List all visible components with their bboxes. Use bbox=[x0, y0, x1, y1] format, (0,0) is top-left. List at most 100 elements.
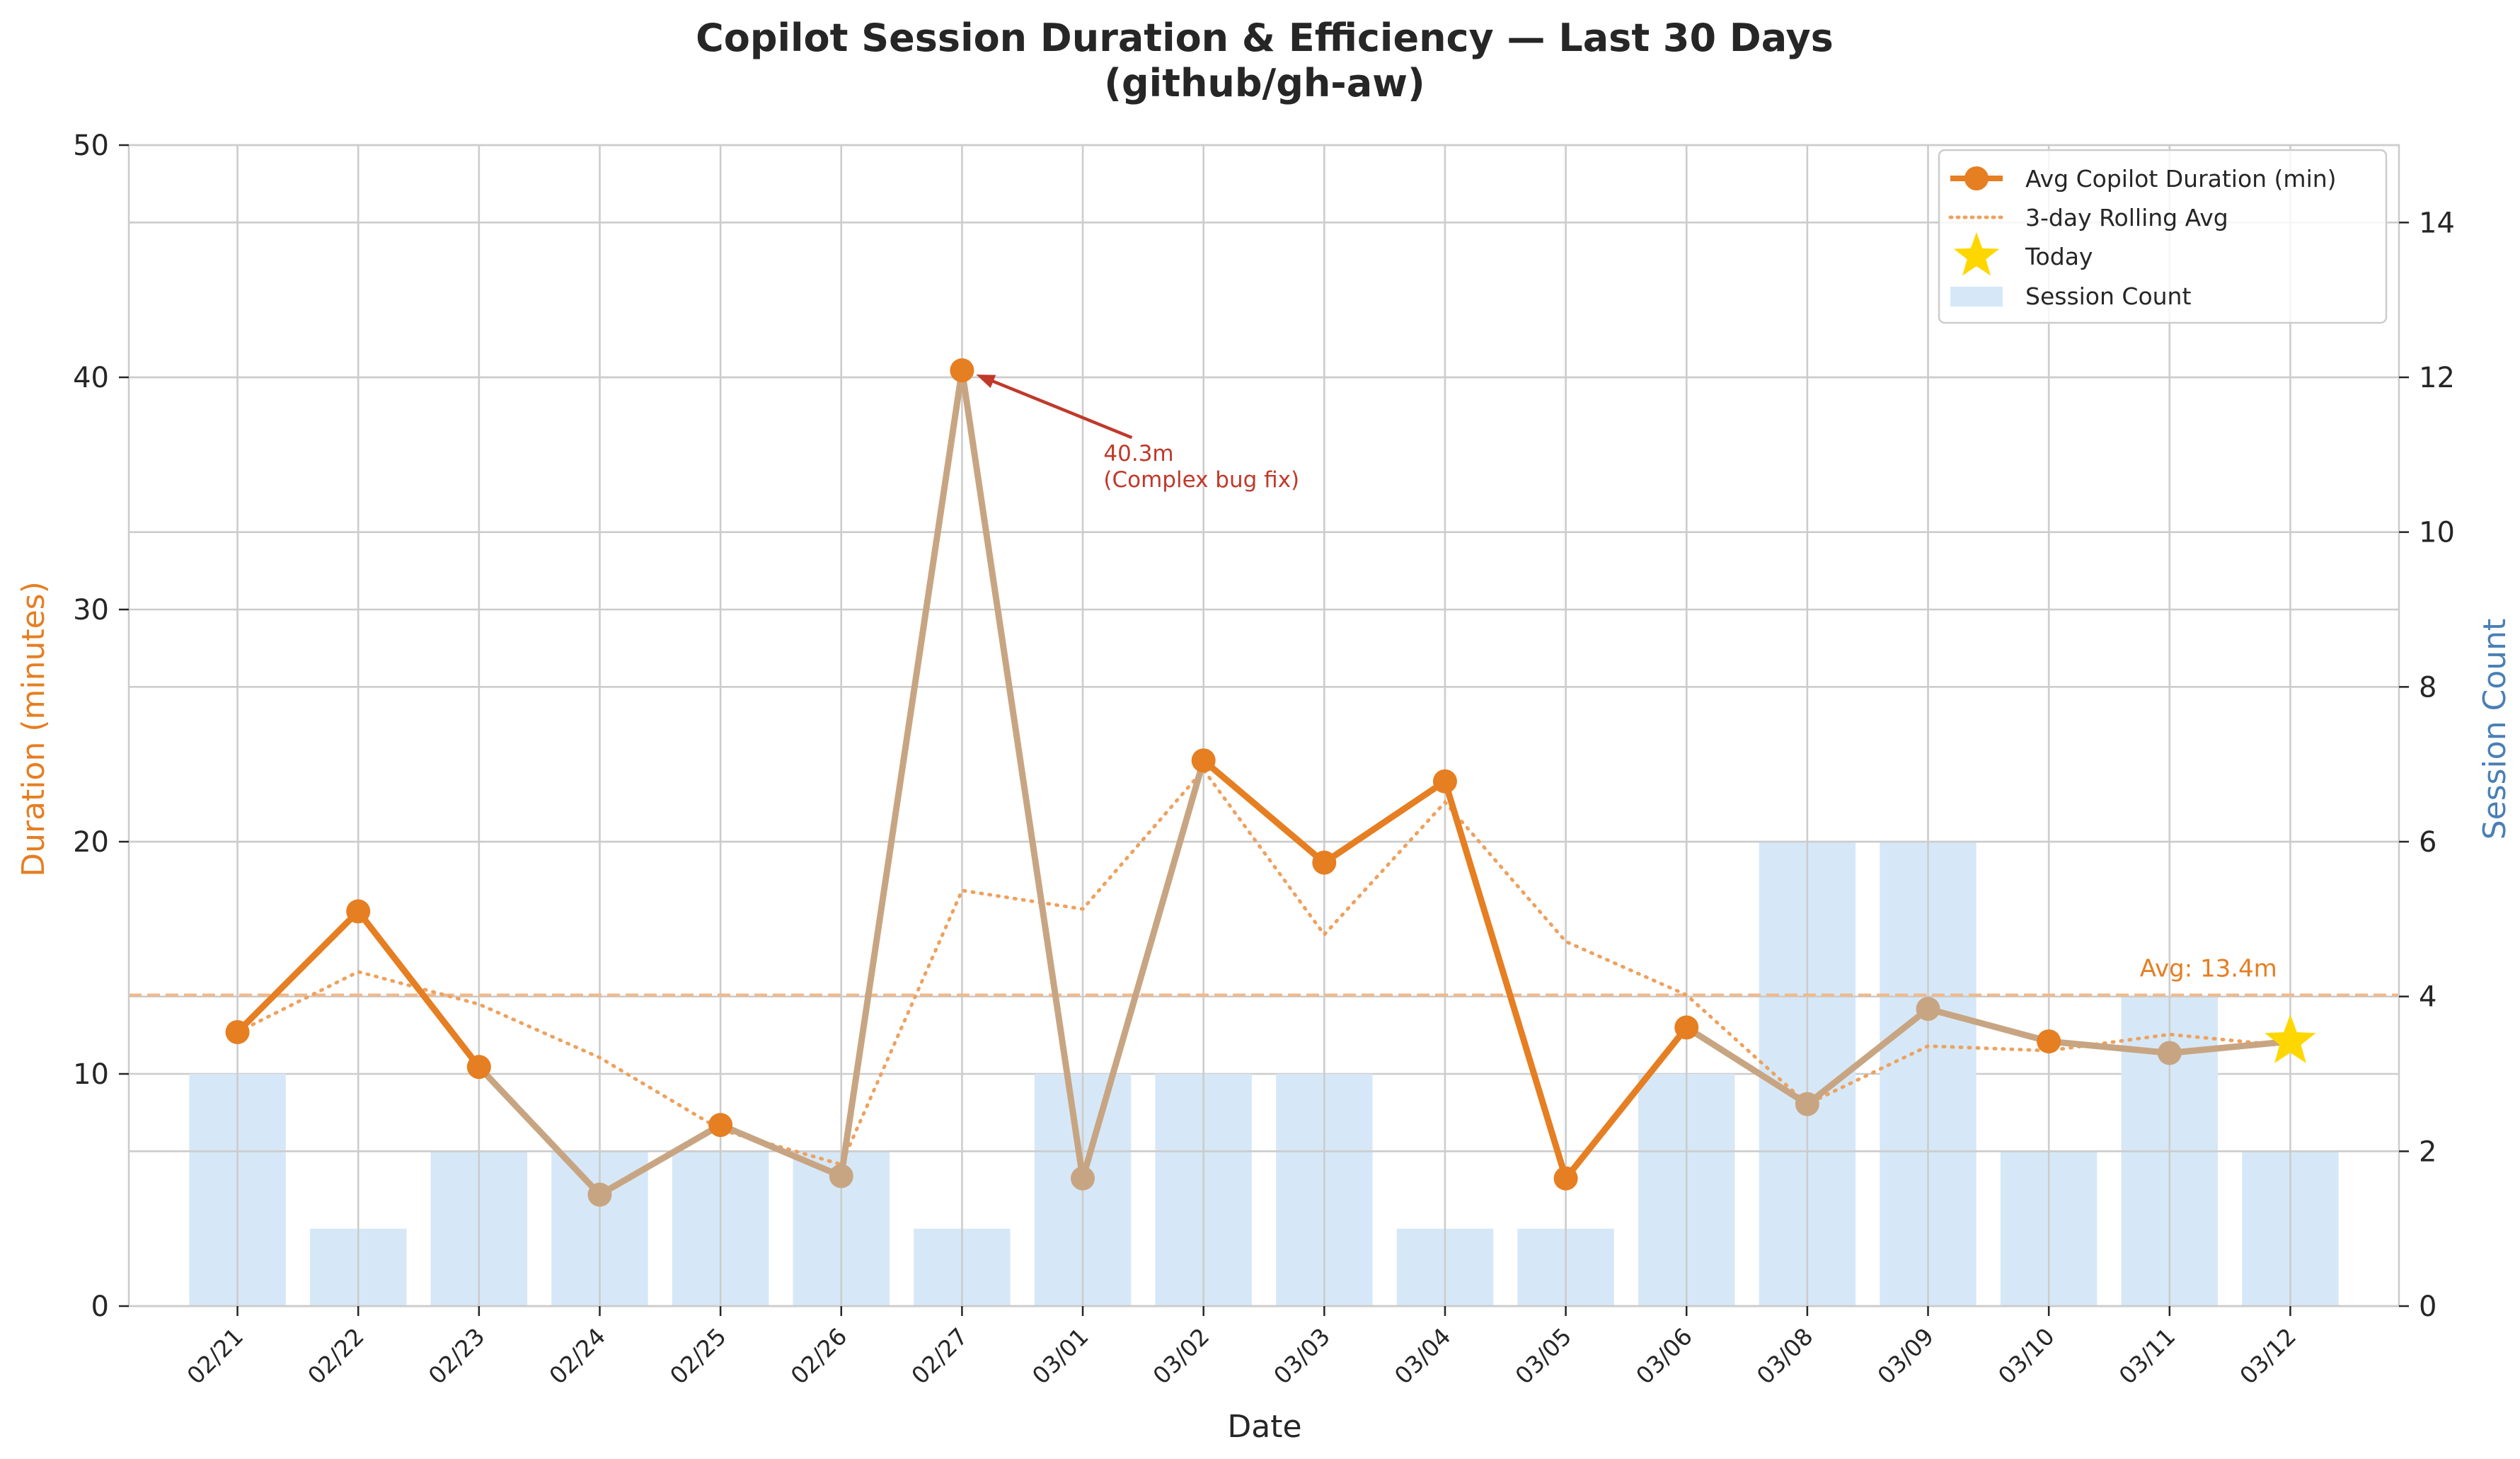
left-tick-label-4: 40 bbox=[73, 362, 109, 394]
x-tick-label-02/22: 02/22 bbox=[302, 1322, 369, 1390]
duration-segment-8 bbox=[1200, 757, 1328, 866]
duration-point-02/25 bbox=[708, 1113, 733, 1138]
x-tick-label-03/06: 03/06 bbox=[1630, 1322, 1698, 1390]
left-tick-label-1: 10 bbox=[73, 1058, 109, 1091]
x-tick-label-02/26: 02/26 bbox=[786, 1322, 853, 1390]
rolling-avg-layer bbox=[236, 767, 2292, 1167]
legend-item-sessions: Session Count bbox=[1950, 282, 2191, 310]
left-tick-label-5: 50 bbox=[73, 130, 109, 162]
duration-segment-4 bbox=[717, 1121, 845, 1179]
right-tick-label-3: 6 bbox=[2419, 826, 2436, 859]
duration-segment-12 bbox=[1683, 1024, 1811, 1108]
x-tick-label-03/03: 03/03 bbox=[1268, 1322, 1335, 1390]
annotation-note: (Complex bug fix) bbox=[1103, 467, 1299, 493]
average-reference-label: Avg: 13.4m bbox=[2140, 954, 2277, 983]
duration-segment-11 bbox=[1563, 1024, 1690, 1182]
chart-title: Copilot Session Duration & Efficiency — … bbox=[696, 16, 1834, 60]
duration-segment-9 bbox=[1321, 778, 1449, 866]
x-tick-label-03/12: 03/12 bbox=[2234, 1322, 2301, 1390]
legend-item-today: Today bbox=[1953, 232, 2093, 276]
left-tick-label-0: 0 bbox=[91, 1291, 109, 1323]
duration-line-layer bbox=[225, 358, 2294, 1207]
legend-label-today: Today bbox=[2025, 243, 2093, 270]
duration-segment-15 bbox=[2045, 1038, 2173, 1056]
duration-segment-10 bbox=[1442, 778, 1570, 1182]
today-star-marker bbox=[2265, 1014, 2316, 1063]
x-tick-label-03/01: 03/01 bbox=[1027, 1322, 1094, 1390]
x-tick-label-02/27: 02/27 bbox=[906, 1322, 973, 1390]
duration-point-02/22 bbox=[346, 899, 371, 924]
duration-point-03/11 bbox=[2157, 1041, 2182, 1065]
y-axis-left-label: Duration (minutes) bbox=[16, 581, 52, 877]
duration-segment-7 bbox=[1079, 757, 1207, 1182]
x-tick-label-03/10: 03/10 bbox=[1993, 1322, 2060, 1390]
duration-point-03/02 bbox=[1191, 748, 1216, 773]
legend-box bbox=[1938, 149, 2388, 324]
x-tick-label-02/25: 02/25 bbox=[664, 1322, 732, 1390]
x-tick-label-03/08: 03/08 bbox=[1751, 1322, 1819, 1390]
duration-segment-1 bbox=[355, 908, 483, 1070]
axes-spines bbox=[127, 144, 2400, 1308]
legend-swatch-duration-marker bbox=[1964, 166, 1989, 190]
duration-segment-5 bbox=[838, 367, 965, 1179]
annotation-arrow-head bbox=[976, 374, 996, 389]
x-tick-label-03/04: 03/04 bbox=[1389, 1322, 1456, 1390]
right-tick-label-5: 10 bbox=[2419, 517, 2455, 549]
duration-segment-6 bbox=[958, 367, 1086, 1182]
duration-point-02/23 bbox=[466, 1055, 491, 1080]
left-axis-ticks: 0 10 20 30 40 50 bbox=[73, 130, 129, 1323]
left-tick-label-3: 30 bbox=[73, 594, 109, 626]
legend-label-rolling: 3-day Rolling Avg bbox=[2025, 204, 2228, 231]
x-axis-label: Date bbox=[1227, 1409, 1301, 1445]
annotation-value: 40.3m bbox=[1103, 441, 1173, 467]
x-tick-label-02/24: 02/24 bbox=[543, 1322, 611, 1390]
duration-segment-16 bbox=[2166, 1038, 2294, 1056]
duration-point-02/27 bbox=[950, 358, 974, 383]
x-tick-label-03/05: 03/05 bbox=[1509, 1322, 1577, 1390]
duration-point-03/04 bbox=[1432, 769, 1457, 794]
duration-point-03/01 bbox=[1071, 1166, 1095, 1191]
annotation-layer: 40.3m (Complex bug fix) bbox=[976, 374, 1299, 493]
duration-point-03/09 bbox=[1916, 997, 1940, 1022]
right-tick-label-1: 2 bbox=[2419, 1135, 2436, 1168]
legend-item-rolling: 3-day Rolling Avg bbox=[1948, 204, 2228, 231]
legend-item-duration: Avg Copilot Duration (min) bbox=[1950, 165, 2337, 193]
duration-point-03/10 bbox=[2037, 1029, 2061, 1054]
x-tick-label-02/23: 02/23 bbox=[423, 1322, 490, 1390]
x-axis-ticks: 02/21 02/22 02/23 02/24 02/25 02/26 02/27 03/01… bbox=[181, 1306, 2301, 1390]
duration-segment-3 bbox=[596, 1121, 724, 1198]
legend-swatch-today-star bbox=[1953, 232, 2000, 276]
duration-point-03/05 bbox=[1553, 1166, 1578, 1191]
legend-swatch-sessions bbox=[1950, 287, 2003, 307]
x-tick-label-03/11: 03/11 bbox=[2114, 1322, 2181, 1390]
duration-segment-13 bbox=[1804, 1005, 1932, 1108]
y-axis-right-label: Session Count bbox=[2477, 619, 2513, 840]
right-tick-label-6: 12 bbox=[2419, 362, 2455, 394]
duration-point-03/06 bbox=[1674, 1015, 1699, 1040]
right-tick-label-2: 4 bbox=[2419, 981, 2436, 1014]
duration-segment-2 bbox=[476, 1063, 603, 1198]
right-axis-ticks: 0 2 4 6 8 10 12 14 bbox=[2399, 207, 2455, 1323]
right-tick-label-4: 8 bbox=[2419, 671, 2436, 704]
duration-point-02/24 bbox=[587, 1182, 612, 1207]
duration-point-03/08 bbox=[1795, 1092, 1819, 1116]
left-tick-label-2: 20 bbox=[73, 826, 109, 859]
chart-subtitle: (github/gh-aw) bbox=[1104, 61, 1425, 105]
legend-label-duration: Avg Copilot Duration (min) bbox=[2025, 165, 2337, 193]
duration-point-02/26 bbox=[829, 1164, 853, 1189]
x-tick-label-02/21: 02/21 bbox=[181, 1322, 248, 1390]
x-tick-label-03/02: 03/02 bbox=[1148, 1322, 1215, 1390]
legend-label-sessions: Session Count bbox=[2025, 282, 2191, 310]
right-tick-label-7: 14 bbox=[2419, 207, 2455, 239]
x-tick-label-03/09: 03/09 bbox=[1872, 1322, 1939, 1390]
annotation-arrow bbox=[981, 375, 1133, 440]
rolling-avg-line bbox=[236, 767, 2292, 1167]
plot-frame bbox=[127, 144, 2400, 1308]
duration-point-03/03 bbox=[1312, 850, 1337, 875]
duration-segment-0 bbox=[234, 908, 362, 1036]
today-marker-layer bbox=[2265, 1014, 2316, 1063]
legend: Avg Copilot Duration (min) 3-day Rolling… bbox=[1938, 149, 2388, 324]
duration-point-02/21 bbox=[225, 1019, 250, 1044]
